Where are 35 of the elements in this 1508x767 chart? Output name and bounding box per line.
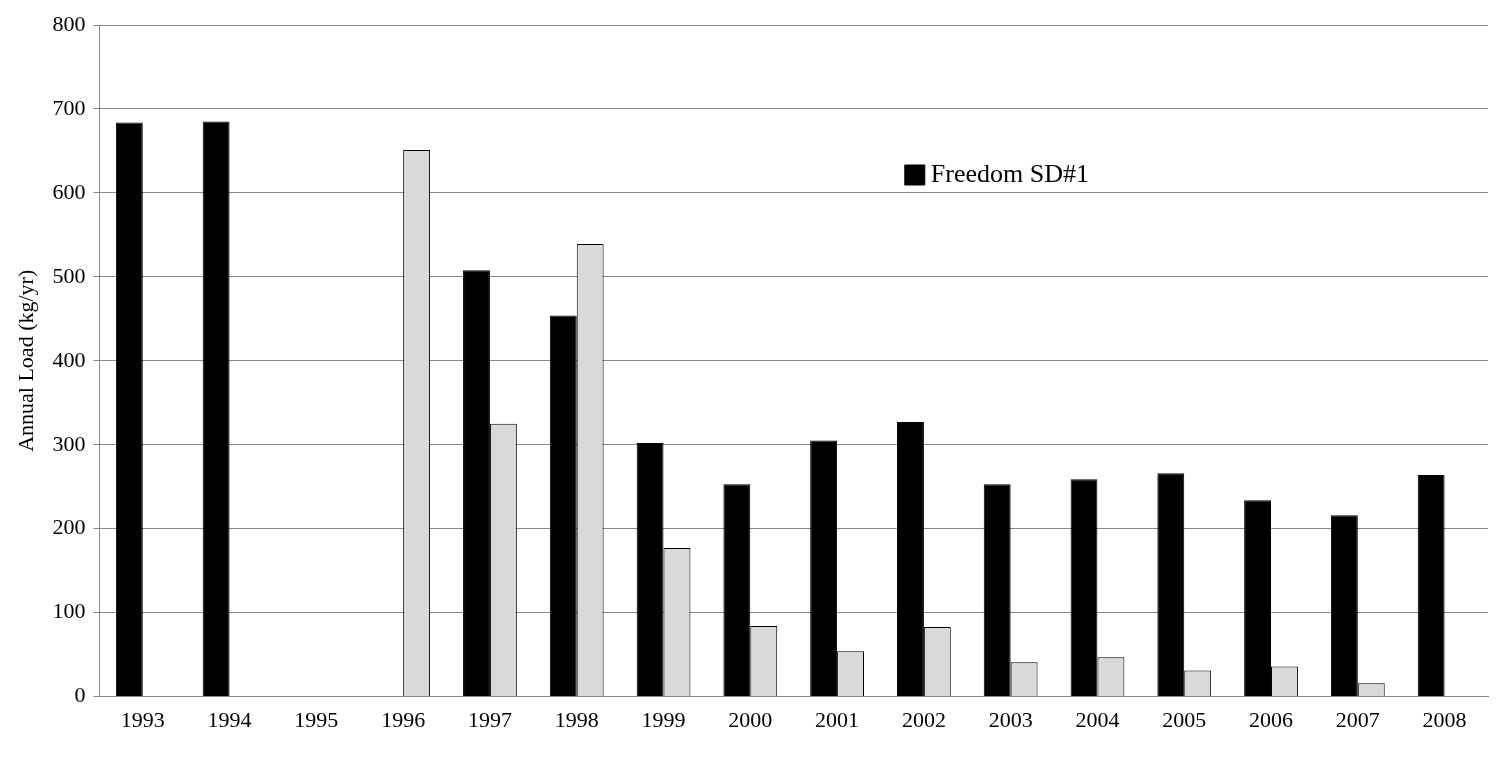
bar: [115, 122, 143, 697]
x-tick-label: 2007: [1335, 706, 1380, 732]
x-tick-label: 1999: [641, 706, 686, 732]
x-tick-label: 1997: [467, 706, 512, 732]
x-tick-label: 2003: [988, 706, 1033, 732]
x-tick-label: 2005: [1162, 706, 1207, 732]
y-tick-label: 300: [52, 430, 86, 456]
bar: [810, 440, 838, 697]
bar: [202, 121, 230, 697]
bar: [1330, 515, 1358, 697]
y-axis-title: Annual Load (kg/yr): [12, 269, 38, 452]
x-tick-label: 2008: [1422, 706, 1467, 732]
bar: [1070, 479, 1098, 697]
x-tick-label: 2000: [728, 706, 773, 732]
x-tick-label: 1998: [554, 706, 599, 732]
y-tick-label: 500: [52, 262, 86, 288]
x-tick-label: 2001: [815, 706, 860, 732]
x-tick-label: 2004: [1075, 706, 1120, 732]
y-tick-label: 800: [52, 10, 86, 36]
y-tick-label: 0: [74, 682, 86, 708]
x-tick-label: 1993: [120, 706, 165, 732]
x-tick-label: 1994: [207, 706, 252, 732]
x-tick-label: 1996: [381, 706, 426, 732]
y-tick-label: 600: [52, 178, 86, 204]
x-tick-label: 2006: [1249, 706, 1294, 732]
bar: [1244, 500, 1272, 697]
y-tick-label: 100: [52, 598, 86, 624]
legend-label: Freedom SD#1: [930, 158, 1089, 188]
x-tick-label: 2002: [901, 706, 946, 732]
y-tick-label: 700: [52, 94, 86, 120]
y-tick-label: 200: [52, 514, 86, 540]
bar: [983, 484, 1011, 697]
y-tick-label: 400: [52, 346, 86, 372]
bar: [1417, 474, 1445, 697]
x-tick-label: 1995: [294, 706, 339, 732]
